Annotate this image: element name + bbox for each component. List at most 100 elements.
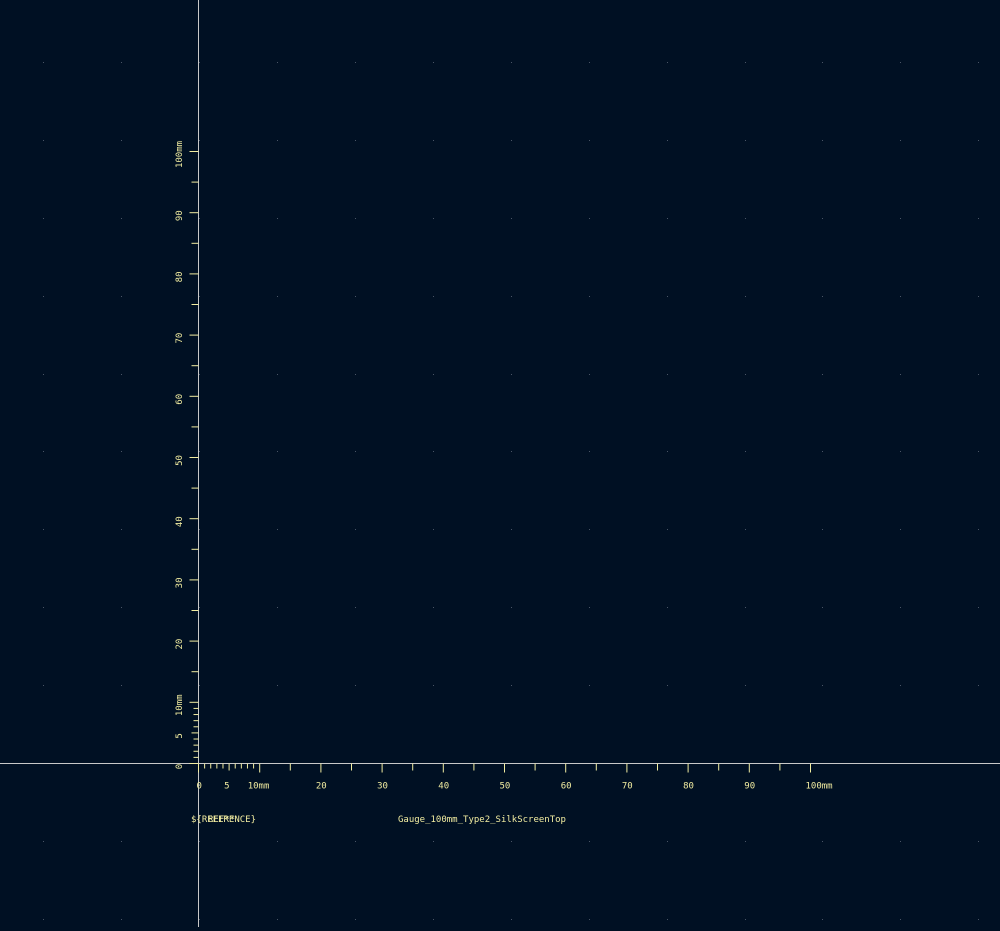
grid-dot [667, 685, 668, 686]
grid-dot [433, 296, 434, 297]
grid-dot [589, 374, 590, 375]
grid-dot [43, 62, 44, 63]
grid-dot [978, 140, 979, 141]
grid-dot [978, 919, 979, 920]
grid-dot [43, 140, 44, 141]
grid-dot [745, 607, 746, 608]
grid-dot [43, 607, 44, 608]
grid-dot [43, 529, 44, 530]
grid-dot [978, 529, 979, 530]
ruler-x-label: 0 [197, 782, 202, 792]
grid-dot [589, 685, 590, 686]
grid-dot [745, 919, 746, 920]
ruler-y-label: 0 [175, 764, 185, 769]
ruler-x-label: 5 [224, 782, 229, 792]
grid-dot [745, 296, 746, 297]
grid-dot [511, 62, 512, 63]
ruler-y-label: 80 [175, 271, 185, 282]
grid-dot [667, 841, 668, 842]
grid-dot [745, 62, 746, 63]
grid-dot [822, 218, 823, 219]
grid-dot [745, 374, 746, 375]
ruler-y-label: 5 [175, 733, 185, 738]
value-overlap-text[interactable]: REF** [208, 815, 235, 825]
grid-dot [121, 685, 122, 686]
grid-dot [589, 841, 590, 842]
ruler-y-label: 100mm [175, 141, 185, 168]
grid-dot [589, 140, 590, 141]
grid-dot [589, 529, 590, 530]
grid-dot [355, 919, 356, 920]
ruler-y-axis: 0 5 10mm 20 30 40 50 60 70 80 90 100mm [175, 141, 199, 769]
grid-dot [355, 374, 356, 375]
grid-dot [43, 451, 44, 452]
grid-dot [745, 451, 746, 452]
ruler-y-label: 20 [175, 639, 185, 650]
grid-dot [900, 218, 901, 219]
grid-dot [433, 919, 434, 920]
grid-dot [433, 374, 434, 375]
grid-dot [121, 919, 122, 920]
grid-dot [277, 841, 278, 842]
grid-dot [978, 296, 979, 297]
grid-dot [511, 529, 512, 530]
grid-dot [121, 62, 122, 63]
grid-dot [511, 685, 512, 686]
grid-dot [433, 607, 434, 608]
grid-dot [433, 451, 434, 452]
grid-dot [199, 140, 200, 141]
grid-dot [900, 296, 901, 297]
grid-dot [433, 140, 434, 141]
grid-dot [822, 919, 823, 920]
grid-dot [121, 218, 122, 219]
grid-dot [745, 529, 746, 530]
grid-dot [511, 919, 512, 920]
grid-dot [589, 451, 590, 452]
grid-dot [822, 374, 823, 375]
grid-dot [822, 62, 823, 63]
reference-text[interactable]: ${REFERENCE} [191, 815, 256, 825]
grid-dot [511, 451, 512, 452]
grid-dot [121, 374, 122, 375]
grid-dot [667, 374, 668, 375]
grid-dot [978, 374, 979, 375]
grid-dot [589, 919, 590, 920]
grid-dot [978, 685, 979, 686]
grid-dot [822, 841, 823, 842]
ruler-y-label: 40 [175, 516, 185, 527]
grid-dot [978, 451, 979, 452]
grid-dot [900, 607, 901, 608]
grid-dot [900, 529, 901, 530]
grid-dot [355, 841, 356, 842]
grid-dot [667, 451, 668, 452]
grid-dot [43, 685, 44, 686]
grid-dot [589, 296, 590, 297]
grid-dot [433, 529, 434, 530]
grid-dot [822, 140, 823, 141]
grid-dot [745, 218, 746, 219]
grid-dot [277, 218, 278, 219]
grid-dot [589, 62, 590, 63]
grid-dot [900, 62, 901, 63]
grid-dot [589, 607, 590, 608]
grid-dot [511, 296, 512, 297]
grid-dots [43, 62, 979, 920]
grid-dot [667, 296, 668, 297]
grid-dot [43, 919, 44, 920]
grid-dot [978, 218, 979, 219]
grid-dot [355, 62, 356, 63]
grid-dot [355, 218, 356, 219]
grid-dot [745, 685, 746, 686]
grid-dot [43, 374, 44, 375]
ruler-x-label: 10mm [248, 782, 270, 792]
grid-dot [822, 607, 823, 608]
grid-dot [978, 607, 979, 608]
grid-dot [277, 607, 278, 608]
ruler-x-axis: 0 5 10mm 20 30 40 50 60 70 80 90 100mm [197, 763, 833, 792]
ruler-x-label: 30 [377, 782, 388, 792]
value-text[interactable]: Gauge_100mm_Type2_SilkScreenTop [398, 815, 566, 825]
grid-dot [433, 62, 434, 63]
grid-dot [900, 919, 901, 920]
